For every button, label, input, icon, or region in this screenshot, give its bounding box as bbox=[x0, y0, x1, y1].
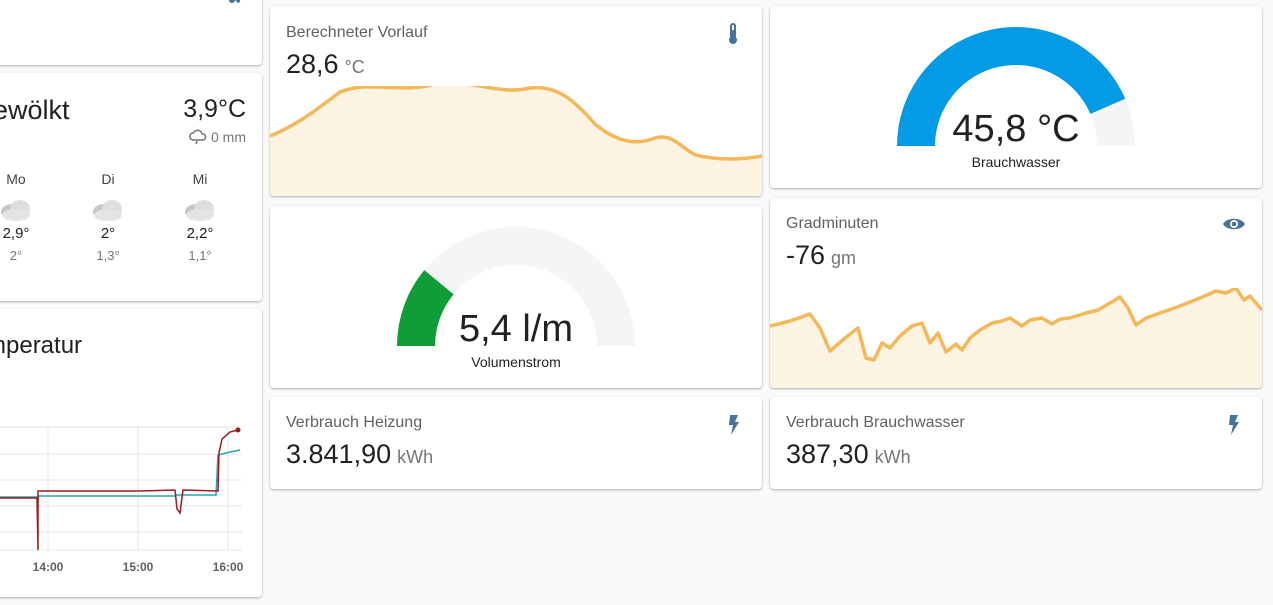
gauge-fill bbox=[897, 27, 1126, 147]
sensor-value-number: 28,6 bbox=[286, 49, 339, 79]
gauge-label: Volumenstrom bbox=[471, 354, 561, 370]
top-left-card[interactable] bbox=[0, 0, 262, 65]
cloudy-icon bbox=[185, 200, 214, 221]
series-line bbox=[0, 429, 239, 551]
sensor-name: Berechneter Vorlauf bbox=[286, 24, 428, 41]
forecast-low: 1,1° bbox=[188, 248, 212, 263]
weather-condition: bewölkt bbox=[0, 95, 70, 125]
sensor-unit: kWh bbox=[874, 447, 911, 467]
lightning-bolt-icon bbox=[1229, 415, 1239, 435]
precipitation-value: 0 mm bbox=[211, 129, 246, 145]
forecast-high: 2° bbox=[100, 225, 116, 242]
x-tick-label: 16:00 bbox=[213, 560, 244, 574]
forecast-low: 1,3° bbox=[96, 248, 120, 263]
gauge-arc bbox=[897, 27, 1135, 147]
sensor-card-gradminuten[interactable]: Gradminuten -76 gm bbox=[770, 198, 1262, 388]
forecast-high: 2,9° bbox=[2, 225, 30, 242]
sensor-value-number: -76 bbox=[786, 240, 826, 270]
sensor-unit: gm bbox=[831, 248, 857, 268]
sensor-unit: kWh bbox=[397, 447, 434, 467]
weather-temperature: 3,9°C bbox=[183, 95, 246, 123]
gauge-fill bbox=[397, 270, 455, 347]
sensor-unit: °C bbox=[344, 57, 365, 77]
cloudy-icon bbox=[93, 200, 122, 221]
sensor-value: 3.841,90 kWh bbox=[286, 439, 433, 470]
thermometer-icon bbox=[729, 23, 737, 44]
sensor-name: Verbrauch Brauchwasser bbox=[786, 414, 965, 431]
sensor-value: 28,6 °C bbox=[286, 49, 365, 80]
weather-precipitation: 0 mm bbox=[189, 129, 246, 145]
forecast-high: 2,2° bbox=[186, 225, 214, 242]
sensor-name: Verbrauch Heizung bbox=[286, 414, 423, 431]
forecast-day-label: Di bbox=[101, 171, 115, 187]
sensor-name: Gradminuten bbox=[786, 215, 879, 232]
gauge-card-volumenstrom[interactable]: 5,4 l/m Volumenstrom bbox=[270, 206, 762, 388]
history-chart: 14:00 15:00 16:00 bbox=[0, 426, 244, 574]
gauge-value: 45,8 °C bbox=[952, 108, 1080, 150]
gauge-value: 5,4 l/m bbox=[458, 308, 574, 350]
sensor-card-vorlauf[interactable]: Berechneter Vorlauf 28,6 °C bbox=[270, 6, 762, 196]
history-title: mperatur bbox=[0, 332, 83, 359]
temperature-history-card[interactable]: mperatur 14:00 15:00 16:00 bbox=[0, 309, 262, 597]
x-tick-label: 15:00 bbox=[123, 560, 154, 574]
cloudy-icon bbox=[1, 200, 30, 221]
sensor-value: 387,30 kWh bbox=[786, 439, 911, 470]
sparkline bbox=[270, 86, 762, 196]
weather-card[interactable]: bewölkt 3,9°C 0 mm Mo 2,9° 2° Di 2° 1,3°… bbox=[0, 73, 262, 301]
sensor-value-number: 3.841,90 bbox=[286, 439, 392, 469]
rain-cloud-icon bbox=[189, 129, 207, 145]
sensor-card-verbrauch-brauchwasser[interactable]: Verbrauch Brauchwasser 387,30 kWh bbox=[770, 397, 1262, 489]
x-tick-label: 14:00 bbox=[33, 560, 64, 574]
gauge-label: Brauchwasser bbox=[971, 154, 1061, 170]
sensor-card-verbrauch-heizung[interactable]: Verbrauch Heizung 3.841,90 kWh bbox=[270, 397, 762, 489]
gauge-card-brauchwasser[interactable]: 45,8 °C Brauchwasser bbox=[770, 6, 1262, 188]
sparkline bbox=[770, 288, 1262, 388]
forecast-low: 2° bbox=[9, 248, 23, 263]
lightning-bolt-icon bbox=[729, 415, 739, 435]
forecast-day-label: Mi bbox=[192, 171, 208, 187]
forecast-day: Mi 2,2° 1,1° bbox=[170, 171, 230, 263]
eye-icon bbox=[1223, 218, 1245, 230]
forecast-day: Mo 2,9° 2° bbox=[0, 171, 46, 263]
gauge-arc bbox=[397, 227, 635, 347]
fan-icon bbox=[229, 0, 241, 3]
sensor-value-number: 387,30 bbox=[786, 439, 869, 469]
forecast-day-label: Mo bbox=[6, 171, 26, 187]
sensor-value: -76 gm bbox=[786, 240, 856, 271]
forecast-day: Di 2° 1,3° bbox=[78, 171, 138, 263]
